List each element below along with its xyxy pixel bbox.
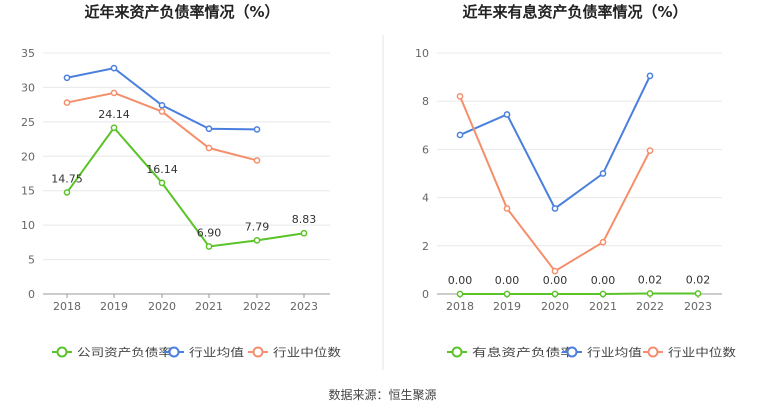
data-point bbox=[110, 64, 118, 72]
x-tick-label: 2022 bbox=[243, 300, 271, 313]
data-label: 0.02 bbox=[686, 274, 711, 287]
data-point bbox=[551, 290, 559, 298]
y-tick-label: 0 bbox=[28, 288, 35, 301]
x-tick-label: 2021 bbox=[589, 300, 617, 313]
legend-label: 行业均值 bbox=[189, 346, 244, 359]
x-tick-label: 2023 bbox=[684, 300, 712, 313]
data-point bbox=[551, 205, 559, 212]
legend-swatch-marker bbox=[252, 346, 264, 358]
data-point bbox=[694, 290, 702, 297]
y-tick-label: 35 bbox=[21, 47, 35, 60]
series-line bbox=[66, 67, 258, 131]
data-point bbox=[503, 205, 511, 212]
x-tick-label: 2019 bbox=[100, 300, 128, 313]
data-point bbox=[158, 179, 166, 187]
data-point bbox=[599, 290, 607, 298]
data-point bbox=[456, 290, 464, 298]
y-tick-label: 30 bbox=[21, 81, 35, 94]
legend-swatch-marker bbox=[647, 346, 659, 358]
y-tick-label: 4 bbox=[422, 192, 429, 205]
data-point bbox=[503, 111, 511, 118]
y-tick-label: 20 bbox=[21, 150, 35, 163]
data-label: 24.14 bbox=[98, 108, 130, 121]
data-label: 0.00 bbox=[591, 274, 616, 287]
data-point bbox=[110, 89, 118, 97]
data-label: 0.00 bbox=[543, 274, 568, 287]
data-label: 7.79 bbox=[245, 220, 270, 233]
legend-label: 公司资产负债率 bbox=[77, 345, 172, 359]
data-point bbox=[253, 157, 261, 164]
data-point bbox=[646, 147, 654, 154]
y-tick-label: 5 bbox=[28, 254, 35, 267]
data-point bbox=[158, 108, 166, 115]
x-tick-label: 2018 bbox=[53, 300, 81, 313]
data-point bbox=[110, 124, 118, 132]
series-line bbox=[459, 75, 651, 210]
y-tick-label: 10 bbox=[21, 219, 35, 232]
y-tick-label: 15 bbox=[21, 185, 35, 198]
data-point bbox=[253, 126, 261, 133]
y-tick-label: 25 bbox=[21, 116, 35, 129]
legend-label: 行业均值 bbox=[587, 346, 642, 359]
x-tick-label: 2021 bbox=[195, 300, 223, 313]
legend-label: 行业中位数 bbox=[273, 345, 341, 359]
data-point bbox=[300, 229, 308, 237]
data-label: 0.02 bbox=[638, 274, 663, 287]
data-point bbox=[599, 170, 607, 177]
y-tick-label: 6 bbox=[422, 143, 429, 156]
x-tick-label: 2020 bbox=[541, 300, 569, 313]
data-label: 0.00 bbox=[495, 274, 520, 287]
series-line bbox=[66, 126, 305, 248]
data-point bbox=[63, 74, 71, 82]
data-label: 0.00 bbox=[448, 274, 473, 287]
data-point bbox=[456, 93, 464, 100]
source-note: 数据来源：恒生聚源 bbox=[328, 388, 437, 402]
x-tick-label: 2022 bbox=[636, 300, 664, 313]
data-label: 14.75 bbox=[51, 172, 83, 185]
y-tick-label: 8 bbox=[422, 95, 429, 108]
data-point bbox=[205, 243, 213, 250]
data-point bbox=[63, 189, 71, 196]
legend-swatch-marker bbox=[566, 346, 578, 358]
x-tick-label: 2020 bbox=[148, 300, 176, 313]
y-tick-label: 10 bbox=[415, 47, 429, 60]
y-tick-label: 0 bbox=[422, 288, 429, 301]
data-label: 8.83 bbox=[292, 213, 317, 226]
chart-title: 近年来有息资产负债率情况（%） bbox=[462, 3, 687, 21]
data-point bbox=[646, 72, 654, 80]
data-point bbox=[551, 267, 559, 275]
legend-swatch-marker bbox=[168, 346, 180, 358]
x-tick-label: 2023 bbox=[290, 300, 318, 313]
y-tick-label: 2 bbox=[422, 240, 429, 253]
data-point bbox=[503, 290, 511, 298]
data-point bbox=[646, 290, 654, 297]
legend-label: 行业中位数 bbox=[668, 345, 736, 359]
data-point bbox=[205, 125, 213, 133]
data-point bbox=[63, 99, 71, 106]
data-point bbox=[456, 131, 464, 139]
data-label: 6.90 bbox=[197, 226, 222, 239]
data-point bbox=[205, 144, 213, 152]
chart-title: 近年来资产负债率情况（%） bbox=[84, 3, 279, 21]
data-label: 16.14 bbox=[146, 163, 178, 176]
legend-label: 有息资产负债率 bbox=[472, 345, 575, 359]
x-tick-label: 2018 bbox=[446, 300, 474, 313]
x-tick-label: 2019 bbox=[493, 300, 521, 313]
legend-swatch-marker bbox=[451, 346, 463, 358]
legend-swatch-marker bbox=[56, 346, 68, 358]
data-point bbox=[158, 101, 166, 109]
data-point bbox=[599, 238, 607, 246]
data-point bbox=[253, 237, 261, 244]
